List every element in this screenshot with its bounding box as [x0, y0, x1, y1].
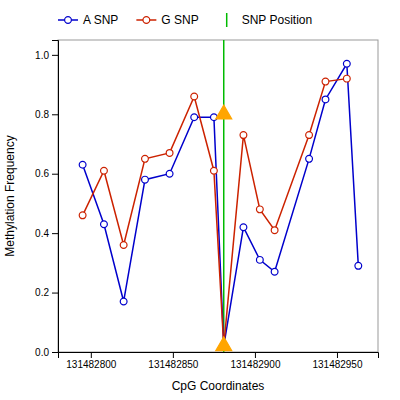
legend-label: A SNP [83, 13, 118, 27]
plot-frame [58, 40, 378, 352]
tick: 0.8 [35, 109, 58, 120]
line-point [271, 268, 278, 275]
tick-label: 0.6 [35, 168, 49, 179]
tick: 131482800 [66, 352, 116, 370]
line-point [191, 93, 198, 100]
line-point [322, 78, 329, 85]
marks [79, 40, 361, 352]
line-point [142, 155, 149, 162]
tick-label: 1.0 [35, 50, 49, 61]
line-point [120, 298, 127, 305]
legend-swatch [226, 13, 228, 27]
line-point [256, 257, 263, 264]
legend-item: SNP Position [227, 13, 312, 27]
tick-mark [173, 352, 174, 358]
line-point [120, 242, 127, 249]
line-point [166, 150, 173, 157]
tick-mark [52, 293, 58, 294]
line-point [240, 224, 247, 231]
y-axis-title: Methylation Frequency [3, 135, 17, 256]
series-line [83, 64, 359, 346]
legend-label: G SNP [161, 13, 198, 27]
tick: 0.2 [35, 287, 58, 298]
legend-item: A SNP [58, 13, 118, 27]
line-point [101, 167, 108, 174]
x-axis: 131482800 131482850 131482900 131482950 [59, 352, 379, 370]
line-point [306, 155, 313, 162]
point-marker [216, 337, 232, 351]
line-point [166, 170, 173, 177]
tick: 131482850 [148, 352, 198, 370]
tick-mark [337, 352, 338, 358]
series-line [83, 79, 347, 346]
tick-mark [255, 352, 256, 358]
tick-label: 131482800 [66, 359, 116, 370]
reference-line [223, 40, 225, 352]
line-point [271, 227, 278, 234]
tick-label: 131482850 [148, 359, 198, 370]
chart: 1314828001314828501314829001314829500.00… [0, 0, 400, 400]
line-point [343, 75, 350, 82]
tick-mark [52, 114, 58, 115]
line-point [79, 161, 86, 168]
line-point [101, 221, 108, 228]
tick-mark [52, 233, 58, 234]
axis-line [59, 353, 379, 359]
tick: 1.0 [35, 50, 58, 61]
legend: A SNP G SNP SNP Position [58, 13, 312, 27]
tick-label: 131482900 [230, 359, 280, 370]
tick: 0.6 [35, 168, 58, 179]
tick-label: 0.2 [35, 287, 49, 298]
tick: 0.4 [35, 228, 58, 239]
legend-marker [65, 17, 72, 24]
legend-label: SNP Position [242, 13, 312, 27]
plot: 1314828001314828501314829001314829500.00… [35, 40, 378, 370]
line-point [343, 60, 350, 67]
line-point [191, 114, 198, 121]
line-point [355, 262, 362, 269]
line-point [322, 96, 329, 103]
legend-item: G SNP [136, 13, 198, 27]
point-marker [216, 105, 232, 119]
axis-line [52, 41, 59, 353]
tick-label: 0.8 [35, 109, 49, 120]
line-point [306, 132, 313, 139]
line-point [240, 132, 247, 139]
x-axis-title: CpG Coordinates [172, 379, 265, 393]
y-axis: 0.0 0.2 0.4 0.6 0.8 1.0 [35, 41, 58, 358]
tick-label: 0.4 [35, 228, 49, 239]
legend-marker [143, 17, 150, 24]
line-point [256, 206, 263, 213]
tick: 131482950 [312, 352, 362, 370]
tick-mark [52, 174, 58, 175]
tick-label: 131482950 [312, 359, 362, 370]
tick-label: 0.0 [35, 347, 49, 358]
tick-mark [52, 352, 58, 353]
tick-mark [52, 55, 58, 56]
tick: 131482900 [230, 352, 280, 370]
tick: 0.0 [35, 347, 58, 358]
tick-mark [91, 352, 92, 358]
line-point [142, 176, 149, 183]
line-point [211, 167, 218, 174]
line-point [79, 212, 86, 219]
